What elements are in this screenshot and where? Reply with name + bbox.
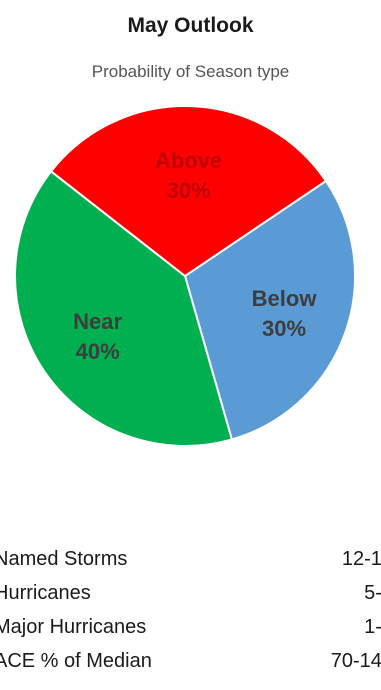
pie-slice-above bbox=[49, 105, 328, 278]
pie-slice-below bbox=[183, 179, 356, 441]
stat-row-hurricanes: Hurricanes 5-9 bbox=[0, 582, 381, 616]
chart-subtitle: Probability of Season type bbox=[91, 62, 290, 81]
stat-row-named-storms: Named Storms 12-17 bbox=[0, 548, 381, 582]
stat-label: Hurricanes bbox=[0, 582, 91, 604]
forecast-stats-table: Named Storms 12-17 Hurricanes 5-9 Major … bbox=[0, 548, 381, 684]
stat-value: 70-145 bbox=[330, 650, 381, 672]
chart-title: May Outlook bbox=[127, 14, 254, 37]
slice-value-below: 30% bbox=[262, 316, 306, 341]
stat-value: 1-4 bbox=[364, 616, 381, 638]
stat-label: Major Hurricanes bbox=[0, 616, 147, 638]
slice-label-below: Below bbox=[252, 286, 318, 311]
slice-label-above: Above bbox=[155, 148, 222, 173]
stat-row-ace: ACE % of Median 70-145 bbox=[0, 650, 381, 684]
stat-value: 5-9 bbox=[364, 582, 381, 604]
slice-value-near: 40% bbox=[76, 339, 120, 364]
slice-value-above: 30% bbox=[167, 178, 211, 203]
slice-label-near: Near bbox=[73, 309, 122, 334]
pie-slice-near bbox=[14, 169, 234, 447]
stat-label: ACE % of Median bbox=[0, 650, 152, 672]
stat-row-major-hurricanes: Major Hurricanes 1-4 bbox=[0, 616, 381, 650]
stat-value: 12-17 bbox=[341, 548, 381, 570]
stat-label: Named Storms bbox=[0, 548, 128, 570]
